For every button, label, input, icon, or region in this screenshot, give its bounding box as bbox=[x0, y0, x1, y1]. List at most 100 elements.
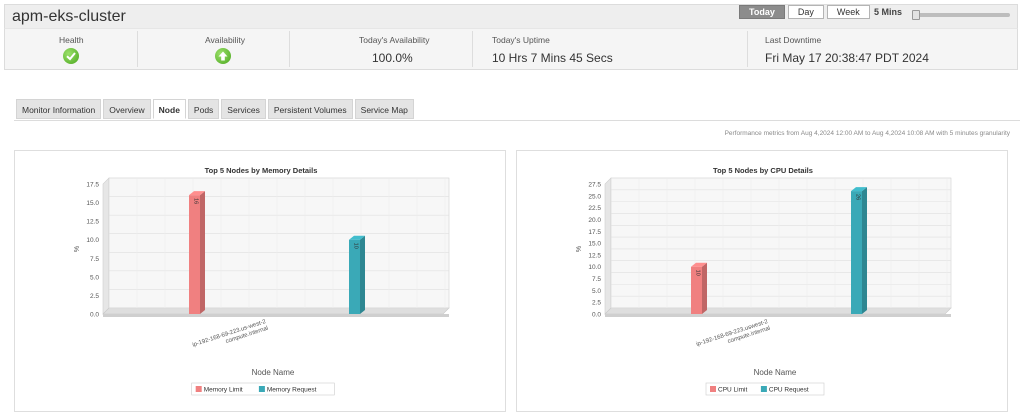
legend-label: CPU Request bbox=[769, 387, 809, 394]
health-stat: Health bbox=[5, 29, 137, 69]
tab-pods[interactable]: Pods bbox=[187, 99, 220, 119]
period-selector: Today Day Week bbox=[739, 5, 873, 19]
chart-floor bbox=[604, 307, 952, 315]
bar-side bbox=[200, 191, 205, 314]
y-tick-label: 25.0 bbox=[588, 193, 601, 200]
data-label: 16 bbox=[193, 198, 199, 204]
tab-node[interactable]: Node bbox=[152, 99, 186, 119]
legend-label: Memory Request bbox=[267, 387, 317, 394]
bar-front bbox=[189, 195, 200, 314]
interval-slider-handle[interactable] bbox=[912, 10, 920, 20]
interval-label: 5 Mins bbox=[874, 7, 903, 17]
chart-plot-area bbox=[610, 177, 952, 309]
y-axis-label: % bbox=[576, 246, 583, 252]
tab-bar: Monitor Information Overview Node Pods S… bbox=[16, 99, 416, 119]
availability-label: Availability bbox=[205, 35, 246, 45]
y-tick-label: 0.0 bbox=[592, 312, 601, 319]
tab-persistent-volumes[interactable]: Persistent Volumes bbox=[267, 99, 353, 119]
page-title: apm-eks-cluster bbox=[12, 8, 126, 25]
chart-floor bbox=[102, 307, 450, 315]
y-tick-label: 10.0 bbox=[588, 264, 601, 271]
period-week-button[interactable]: Week bbox=[826, 5, 870, 19]
memory-chart-panel: Top 5 Nodes by Memory Details 17.5 15.0 12.… bbox=[14, 150, 506, 412]
bar-side bbox=[702, 262, 707, 314]
bar-side bbox=[862, 187, 867, 314]
todays-availability-stat: Today's Availability 100.0% bbox=[290, 29, 472, 69]
y-tick-label: 27.5 bbox=[588, 182, 601, 189]
cpu-chart: Top 5 Nodes by CPU Details 27.5 25.0 22.5 20… bbox=[576, 166, 952, 396]
cpu-chart-panel: Top 5 Nodes by CPU Details 27.5 25.0 22.5 20… bbox=[516, 150, 1008, 412]
chart-side-wall bbox=[604, 177, 612, 315]
y-tick-label: 17.5 bbox=[588, 229, 601, 236]
chart-title: Top 5 Nodes by CPU Details bbox=[713, 166, 813, 175]
downtime-value: Fri May 17 20:38:47 PDT 2024 bbox=[765, 51, 929, 65]
y-tick-label: 15.0 bbox=[588, 241, 601, 248]
y-tick-label: 22.5 bbox=[588, 205, 601, 212]
chart-floor-edge bbox=[103, 314, 449, 317]
bar-side bbox=[360, 235, 365, 314]
uptime-label: Today's Uptime bbox=[492, 35, 550, 45]
y-tick-label: 12.5 bbox=[588, 252, 601, 259]
stat-divider bbox=[747, 31, 748, 67]
bar bbox=[189, 191, 205, 314]
legend-swatch bbox=[258, 386, 265, 392]
period-day-button[interactable]: Day bbox=[787, 5, 824, 19]
legend-label: Memory Limit bbox=[204, 387, 243, 394]
chart-title: Top 5 Nodes by Memory Details bbox=[205, 166, 318, 175]
y-tick-label: 10.0 bbox=[86, 237, 99, 244]
downtime-label: Last Downtime bbox=[765, 35, 822, 45]
bar bbox=[851, 187, 867, 314]
y-tick-label: 0.0 bbox=[90, 312, 99, 319]
health-label: Health bbox=[59, 35, 84, 45]
performance-metrics-note: Performance metrics from Aug 4,2024 12:0… bbox=[724, 130, 1010, 137]
data-label: 10 bbox=[353, 243, 359, 249]
legend-swatch bbox=[760, 386, 767, 392]
health-ok-icon bbox=[63, 48, 79, 64]
tab-overview[interactable]: Overview bbox=[103, 99, 151, 119]
bar-top bbox=[349, 235, 365, 240]
availability-up-icon bbox=[215, 48, 231, 64]
data-label: 26 bbox=[855, 194, 861, 200]
x-axis-label: Node Name bbox=[754, 368, 797, 377]
y-tick-label: 20.0 bbox=[588, 217, 601, 224]
todays-availability-value: 100.0% bbox=[372, 51, 413, 65]
bar-front bbox=[691, 266, 702, 314]
y-axis-label: % bbox=[74, 246, 81, 252]
todays-availability-label: Today's Availability bbox=[359, 35, 430, 45]
legend-swatch bbox=[710, 386, 716, 392]
y-tick-label: 12.5 bbox=[86, 219, 99, 226]
y-tick-label: 2.5 bbox=[592, 300, 601, 307]
data-label: 10 bbox=[695, 270, 701, 276]
bar bbox=[691, 262, 707, 314]
legend-label: CPU Limit bbox=[718, 387, 747, 394]
bar bbox=[349, 235, 365, 314]
availability-stat: Availability bbox=[138, 29, 289, 69]
y-tick-label: 5.0 bbox=[592, 288, 601, 295]
period-today-button[interactable]: Today bbox=[739, 5, 785, 19]
y-tick-label: 2.5 bbox=[90, 293, 99, 300]
bar-top bbox=[189, 191, 205, 196]
stat-divider bbox=[137, 31, 138, 67]
bar-top bbox=[691, 262, 707, 267]
interval-slider-track[interactable] bbox=[914, 13, 1010, 17]
downtime-stat: Last Downtime Fri May 17 20:38:47 PDT 20… bbox=[748, 29, 1018, 69]
x-tick-label: ip-192-168-69-223.uswest-2compute.intern… bbox=[696, 319, 772, 355]
y-tick-label: 7.5 bbox=[90, 256, 99, 263]
stat-divider bbox=[472, 31, 473, 67]
bar-front bbox=[851, 191, 862, 314]
uptime-stat: Today's Uptime 10 Hrs 7 Mins 45 Secs bbox=[473, 29, 747, 69]
y-tick-label: 15.0 bbox=[86, 200, 99, 207]
tab-services[interactable]: Services bbox=[221, 99, 266, 119]
y-tick-label: 7.5 bbox=[592, 276, 601, 283]
chart-side-wall bbox=[102, 177, 110, 315]
bar-front bbox=[349, 239, 360, 314]
legend-swatch bbox=[195, 386, 202, 392]
stat-divider bbox=[289, 31, 290, 67]
x-tick-label: ip-192-168-69-223.us-west-2compute.inter… bbox=[192, 319, 270, 355]
tab-monitor-information[interactable]: Monitor Information bbox=[16, 99, 102, 119]
memory-chart: Top 5 Nodes by Memory Details 17.5 15.0 12.… bbox=[74, 166, 450, 396]
tab-service-map[interactable]: Service Map bbox=[354, 99, 414, 119]
chart-plot-area bbox=[108, 177, 450, 309]
bar-top bbox=[851, 187, 867, 192]
y-tick-label: 5.0 bbox=[90, 274, 99, 281]
